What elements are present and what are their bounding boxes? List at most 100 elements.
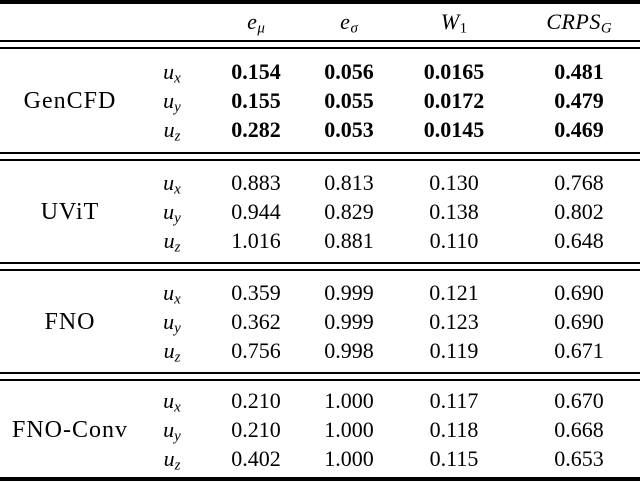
table-top-rule xyxy=(0,0,640,4)
metric-subscript: G xyxy=(600,20,612,37)
metric-subscript: σ xyxy=(350,20,358,37)
component-label: ux xyxy=(140,279,204,307)
metric-value: 0.402 xyxy=(231,445,281,471)
model-group-uvit: UViT ux 0.883 0.813 0.130 0.768 uy 0.944… xyxy=(0,161,640,262)
metric-subscript: μ xyxy=(257,20,265,37)
component-symbol: u xyxy=(163,337,175,363)
metric-value: 0.668 xyxy=(554,416,604,442)
model-group-fno: FNO ux 0.359 0.999 0.121 0.690 uy 0.362 … xyxy=(0,271,640,372)
metric-value: 0.118 xyxy=(429,416,479,442)
component-label: ux xyxy=(140,58,204,86)
metric-value: 0.123 xyxy=(429,308,479,334)
metric-value: 0.362 xyxy=(231,308,281,334)
metric-value: 0.883 xyxy=(231,169,281,195)
component-symbol: u xyxy=(163,58,175,84)
component-symbol: u xyxy=(163,169,175,195)
model-name: GenCFD xyxy=(23,87,117,114)
metric-value: 0.469 xyxy=(554,116,604,142)
metric-value: 0.121 xyxy=(429,279,479,305)
metric-value: 0.119 xyxy=(429,337,479,363)
component-label: ux xyxy=(140,387,204,415)
metric-symbol: e xyxy=(340,9,351,34)
double-rule xyxy=(0,152,640,161)
component-symbol: u xyxy=(163,445,175,471)
metric-value: 0.115 xyxy=(429,445,479,471)
metric-value: 0.282 xyxy=(231,116,281,142)
metric-value: 0.944 xyxy=(231,198,281,224)
component-subscript: x xyxy=(174,398,181,415)
component-symbol: u xyxy=(163,87,175,113)
metric-value: 0.110 xyxy=(429,227,479,253)
component-symbol: u xyxy=(163,227,175,253)
metric-value: 0.055 xyxy=(324,87,374,113)
component-label: uy xyxy=(140,87,204,115)
metric-value: 0.479 xyxy=(554,87,604,113)
metric-value: 0.210 xyxy=(231,416,281,442)
model-name: FNO xyxy=(44,308,96,335)
model-name: FNO-Conv xyxy=(11,416,128,443)
col-header-e-mu: eμ xyxy=(204,9,308,37)
component-symbol: u xyxy=(163,416,175,442)
component-label: uz xyxy=(140,337,204,365)
component-symbol: u xyxy=(163,198,175,224)
table-header-row: eμ eσ W1 CRPSG xyxy=(0,4,640,40)
metric-value: 0.802 xyxy=(554,198,604,224)
component-subscript: y xyxy=(174,98,181,115)
metric-value: 0.690 xyxy=(554,308,604,334)
component-label: uz xyxy=(140,116,204,144)
metric-value: 0.0172 xyxy=(423,87,485,113)
metric-value: 0.056 xyxy=(324,58,374,84)
component-symbol: u xyxy=(163,116,175,142)
metric-value: 0.155 xyxy=(231,87,281,113)
component-subscript: x xyxy=(174,69,181,86)
component-label: uy xyxy=(140,198,204,225)
model-group-gencfd: GenCFD ux 0.154 0.056 0.0165 0.481 uy 0.… xyxy=(0,49,640,152)
component-symbol: u xyxy=(163,387,175,413)
component-subscript: z xyxy=(174,348,181,365)
metric-symbol: e xyxy=(247,9,258,34)
component-subscript: z xyxy=(174,456,181,473)
double-rule xyxy=(0,262,640,271)
metric-symbol: CRPS xyxy=(546,9,601,34)
component-label: uz xyxy=(140,445,204,473)
component-subscript: z xyxy=(174,127,181,144)
component-subscript: x xyxy=(174,180,181,197)
metric-value: 0.648 xyxy=(554,227,604,253)
component-label: uy xyxy=(140,308,204,336)
metric-value: 0.130 xyxy=(429,169,479,195)
metric-value: 0.768 xyxy=(554,169,604,195)
model-name: UViT xyxy=(40,198,100,225)
metric-value: 1.000 xyxy=(324,416,374,442)
model-group-fno-conv: FNO-Conv ux 0.210 1.000 0.117 0.670 uy 0… xyxy=(0,381,640,477)
metric-value: 0.0145 xyxy=(423,116,485,142)
metric-value: 0.690 xyxy=(554,279,604,305)
double-rule xyxy=(0,40,640,49)
metric-value: 0.653 xyxy=(554,445,604,471)
metric-value: 0.670 xyxy=(554,387,604,413)
component-subscript: y xyxy=(174,319,181,336)
component-symbol: u xyxy=(163,279,175,305)
component-label: uz xyxy=(140,227,204,254)
metric-value: 0.999 xyxy=(324,308,374,334)
metric-value: 1.000 xyxy=(324,387,374,413)
component-label: ux xyxy=(140,169,204,197)
metric-value: 0.154 xyxy=(231,58,281,84)
col-header-w1: W1 xyxy=(390,9,518,37)
metric-value: 0.210 xyxy=(231,387,281,413)
metric-value: 0.138 xyxy=(429,198,479,224)
component-symbol: u xyxy=(163,308,175,334)
metric-value: 0.998 xyxy=(324,337,374,363)
metric-value: 0.999 xyxy=(324,279,374,305)
col-header-e-sigma: eσ xyxy=(308,9,390,37)
metric-value: 0.053 xyxy=(324,116,374,142)
component-subscript: x xyxy=(174,290,181,307)
table-bottom-rule xyxy=(0,477,640,481)
metric-subscript: 1 xyxy=(459,20,468,37)
component-subscript: y xyxy=(174,427,181,444)
metric-symbol: W xyxy=(440,9,460,34)
metric-value: 0.117 xyxy=(429,387,479,413)
metric-value: 0.0165 xyxy=(423,58,485,84)
component-label: uy xyxy=(140,416,204,444)
col-header-crps-g: CRPSG xyxy=(518,9,640,37)
